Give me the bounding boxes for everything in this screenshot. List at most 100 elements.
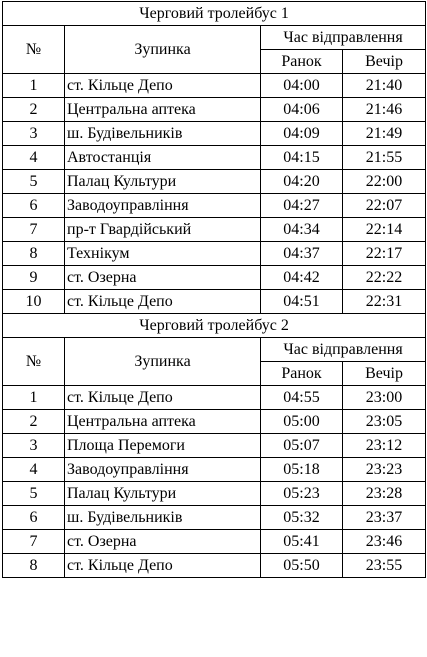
stop-name: ст. Кільце Депо [64,553,261,578]
row-number: 1 [2,385,65,410]
evening-time: 23:37 [341,505,427,530]
row-number: 3 [2,121,65,146]
header-stop: Зупинка [64,25,261,74]
morning-time: 05:07 [260,433,343,458]
evening-time: 22:14 [341,217,427,242]
table-row: 5 Палац Культури 05:23 23:28 [2,481,427,506]
section-title-row: Черговий тролейбус 2 [1,313,427,338]
evening-time: 23:23 [341,457,427,482]
stop-name: ст. Кільце Депо [64,73,261,98]
stop-name: ст. Кільце Депо [64,289,261,314]
row-number: 2 [2,409,65,434]
morning-time: 04:06 [260,97,343,122]
stop-name: ш. Будівельників [64,121,261,146]
stop-name: Центральна аптека [64,97,261,122]
row-number: 4 [2,457,65,482]
row-number: 6 [2,193,65,218]
row-number: 8 [2,241,65,266]
section-title-row: Черговий тролейбус 1 [1,1,427,26]
evening-time: 22:07 [341,193,427,218]
evening-time: 22:17 [341,241,427,266]
subheader-row: Ранок Вечір [3,361,427,386]
morning-time: 05:41 [260,529,343,554]
table-row: 6 Заводоуправління 04:27 22:07 [2,193,427,218]
evening-time: 23:46 [341,529,427,554]
table-row: 5 Палац Культури 04:20 22:00 [2,169,427,194]
morning-time: 04:20 [260,169,343,194]
stop-name: Технікум [64,241,261,266]
evening-time: 21:55 [341,145,427,170]
evening-time: 23:12 [341,433,427,458]
morning-time: 05:32 [260,505,343,530]
row-number: 1 [2,73,65,98]
table-row: 7 ст. Озерна 05:41 23:46 [2,529,427,554]
stop-name: ст. Озерна [64,529,261,554]
evening-time: 22:31 [341,289,427,314]
header-number: № [2,337,65,386]
header-number: № [2,25,65,74]
table-row: 1 ст. Кільце Депо 04:55 23:00 [2,385,427,410]
row-number: 9 [2,265,65,290]
stop-name: Автостанція [64,145,261,170]
stop-name: ст. Кільце Депо [64,385,261,410]
header-departure-time: Час відправлення [259,25,427,50]
table-row: 10 ст. Кільце Депо 04:51 22:31 [2,289,427,314]
row-number: 7 [2,529,65,554]
stop-name: ст. Озерна [64,265,261,290]
morning-time: 04:27 [260,193,343,218]
morning-time: 05:00 [260,409,343,434]
header-evening: Вечір [341,49,427,74]
schedule-body: Черговий тролейбус 1 № Зупинка Час відправл… [1,1,427,578]
row-number: 10 [2,289,65,314]
row-number: 8 [2,553,65,578]
section-title: Черговий тролейбус 1 [1,1,427,26]
table-row: 6 ш. Будівельників 05:32 23:37 [2,505,427,530]
row-number: 6 [2,505,65,530]
stop-name: Палац Культури [64,481,261,506]
table-row: 3 Площа Перемоги 05:07 23:12 [2,433,427,458]
row-number: 5 [2,169,65,194]
table-row: 4 Автостанція 04:15 21:55 [2,145,427,170]
row-number: 5 [2,481,65,506]
evening-time: 21:46 [341,97,427,122]
table-row: 2 Центральна аптека 04:06 21:46 [2,97,427,122]
morning-time: 05:18 [260,457,343,482]
morning-time: 04:09 [260,121,343,146]
table-row: 8 Технікум 04:37 22:17 [2,241,427,266]
table-row: 9 ст. Озерна 04:42 22:22 [2,265,427,290]
schedule-table: Черговий тролейбус 1 № Зупинка Час відправл… [1,1,427,578]
evening-time: 23:28 [341,481,427,506]
evening-time: 22:00 [341,169,427,194]
stop-name: пр-т Гвардійський [64,217,261,242]
header-morning: Ранок [260,49,343,74]
morning-time: 04:51 [260,289,343,314]
morning-time: 04:00 [260,73,343,98]
header-departure-time: Час відправлення [259,337,427,362]
evening-time: 21:49 [341,121,427,146]
morning-time: 04:37 [260,241,343,266]
row-number: 4 [2,145,65,170]
evening-time: 23:55 [341,553,427,578]
header-evening: Вечір [341,361,427,386]
evening-time: 21:40 [341,73,427,98]
table-row: 7 пр-т Гвардійський 04:34 22:14 [2,217,427,242]
morning-time: 04:42 [260,265,343,290]
table-row: 4 Заводоуправління 05:18 23:23 [2,457,427,482]
section-title: Черговий тролейбус 2 [1,313,427,338]
row-number: 2 [2,97,65,122]
morning-time: 05:50 [260,553,343,578]
morning-time: 04:15 [260,145,343,170]
stop-name: Палац Культури [64,169,261,194]
header-stop: Зупинка [64,337,261,386]
table-row: 3 ш. Будівельників 04:09 21:49 [2,121,427,146]
evening-time: 23:00 [341,385,427,410]
stop-name: Заводоуправління [64,457,261,482]
table-row: 1 ст. Кільце Депо 04:00 21:40 [2,73,427,98]
table-row: 2 Центральна аптека 05:00 23:05 [2,409,427,434]
row-number: 3 [2,433,65,458]
stop-name: Площа Перемоги [64,433,261,458]
evening-time: 22:22 [341,265,427,290]
header-row: № Зупинка Час відправлення [2,25,427,74]
morning-time: 05:23 [260,481,343,506]
header-row: № Зупинка Час відправлення [2,337,427,386]
